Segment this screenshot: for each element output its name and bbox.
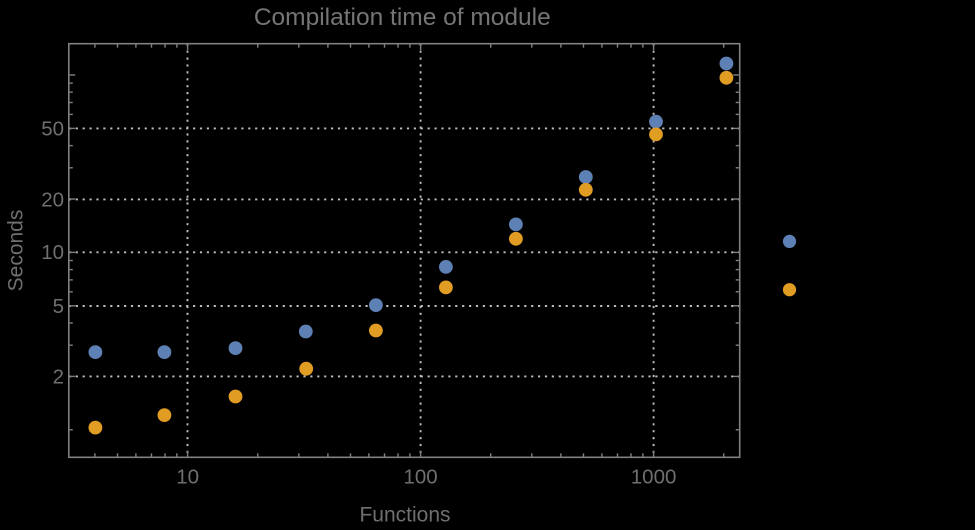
- svg-text:Functions: Functions: [359, 504, 450, 525]
- svg-text:2: 2: [53, 365, 64, 388]
- svg-text:5: 5: [53, 295, 64, 318]
- svg-text:Seconds: Seconds: [5, 210, 28, 292]
- svg-text:20: 20: [41, 188, 64, 211]
- svg-text:1000: 1000: [631, 466, 677, 489]
- svg-text:10: 10: [41, 241, 64, 264]
- svg-text:50: 50: [41, 117, 64, 140]
- svg-text:Compilation time of module: Compilation time of module: [254, 4, 551, 31]
- svg-text:10: 10: [176, 466, 199, 489]
- svg-text:100: 100: [403, 466, 437, 489]
